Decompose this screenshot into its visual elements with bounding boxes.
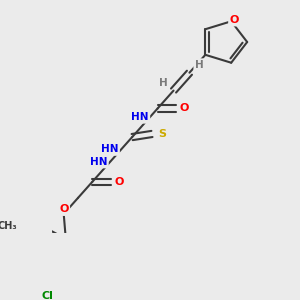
Text: O: O bbox=[59, 204, 68, 214]
Text: HN: HN bbox=[101, 144, 118, 154]
Text: S: S bbox=[158, 129, 166, 139]
Text: HN: HN bbox=[131, 112, 148, 122]
Text: H: H bbox=[195, 60, 204, 70]
Text: O: O bbox=[114, 177, 124, 187]
Text: Cl: Cl bbox=[41, 291, 53, 300]
Text: CH₃: CH₃ bbox=[0, 220, 17, 231]
Text: H: H bbox=[159, 78, 168, 88]
Text: O: O bbox=[179, 103, 189, 113]
Text: O: O bbox=[230, 15, 239, 25]
Text: HN: HN bbox=[90, 157, 107, 167]
